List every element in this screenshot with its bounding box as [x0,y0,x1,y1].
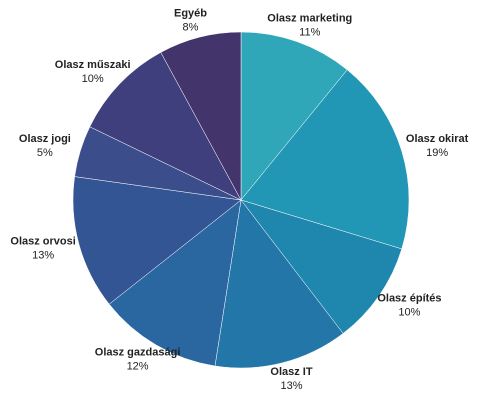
value-label: 8% [183,22,199,34]
slice-label: Olasz okirat [406,133,469,145]
slice-label: Olasz IT [270,366,312,378]
pie-slice [108,199,242,367]
value-label: 10% [398,306,420,318]
value-label: 10% [82,73,104,85]
pie-slice [240,199,403,334]
slice-label: Olasz marketing [267,13,352,25]
slice-label: Olasz építés [377,292,441,304]
slice-label: Olasz gazdasági [95,347,181,359]
value-label: 5% [37,147,53,159]
value-label: 19% [426,147,448,159]
pie-slice [89,52,242,201]
slice-label: Egyéb [174,8,207,20]
pie-slice [214,199,344,369]
value-label: 13% [280,380,302,392]
value-label: 11% [299,27,320,39]
pie-slice [72,176,242,305]
pie-slice [240,69,410,250]
value-label: 12% [127,361,149,373]
slice-label: Olasz jogi [19,133,71,145]
pie-slice [160,31,242,201]
slice-label: Olasz orvosi [10,235,75,247]
value-label: 13% [32,249,54,261]
pie-slice [240,31,348,201]
slice-label: Olasz műszaki [55,59,131,71]
